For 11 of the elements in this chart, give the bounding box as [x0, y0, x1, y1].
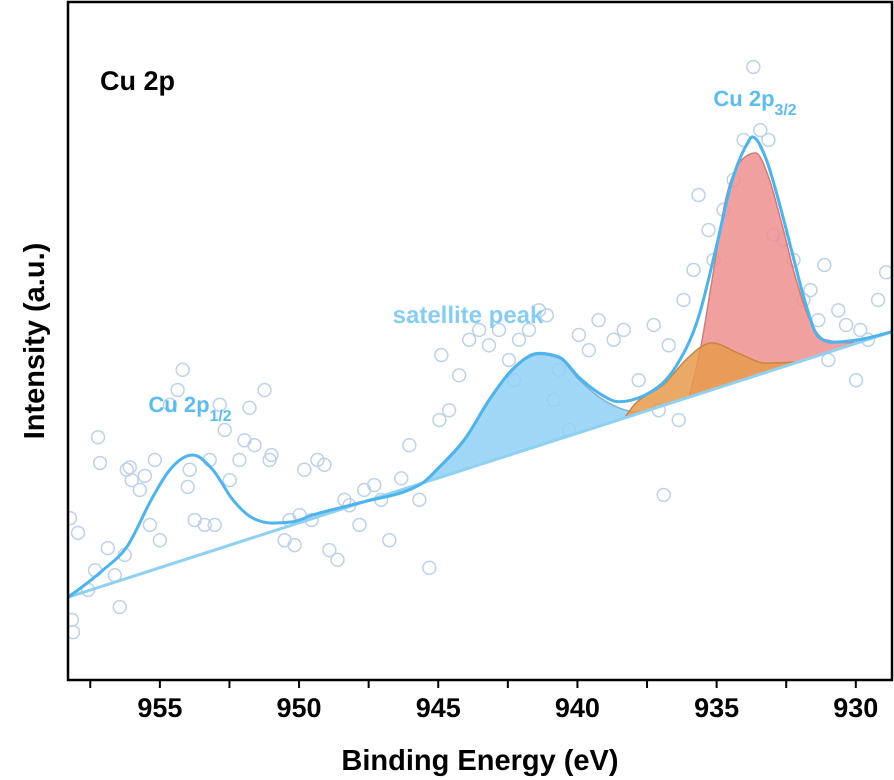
x-axis-title: Binding Energy (eV): [341, 745, 619, 777]
x-tick-label: 950: [276, 693, 322, 724]
x-tick-label: 955: [137, 693, 182, 724]
x-tick-label: 935: [694, 693, 740, 724]
annotation: Cu 2p: [100, 66, 176, 96]
x-tick-label: 930: [833, 693, 878, 724]
annotation: Cu 2p$_{3/2}$: [713, 86, 797, 118]
x-tick-label: 945: [416, 693, 461, 724]
x-tick-label: 940: [554, 693, 600, 724]
y-axis-title: Intensity (a.u.): [19, 242, 51, 440]
annotation: Cu 2p$_{1/2}$: [148, 392, 232, 424]
